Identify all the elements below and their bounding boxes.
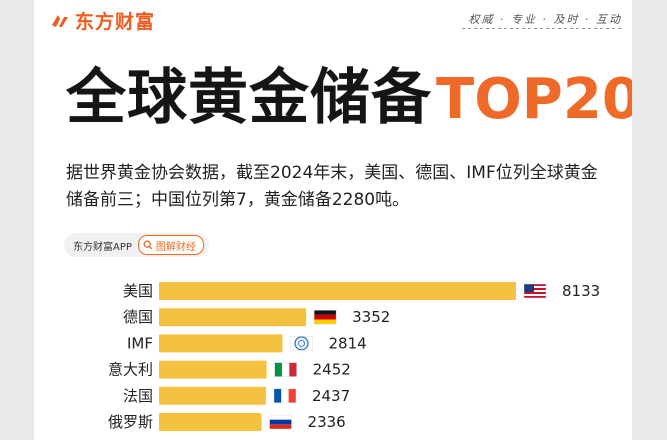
germany-flag-icon	[313, 309, 337, 325]
bar	[159, 360, 267, 379]
infographic-card: 东方财富 权威 · 专业 · 及时 · 互动 全球黄金储备TOP20 据世界黄金…	[34, 0, 632, 440]
slogan-divider	[462, 28, 622, 29]
bar	[159, 308, 307, 327]
title-accent: TOP20	[436, 67, 632, 132]
east-money-logo-icon	[52, 14, 68, 27]
us-flag-icon	[523, 283, 547, 299]
app-label: 东方财富APP	[73, 241, 132, 253]
page-title: 全球黄金储备TOP20	[66, 68, 632, 128]
bar	[159, 282, 516, 300]
bar	[159, 386, 266, 405]
illustrated-finance-label: 图解财经	[155, 241, 196, 253]
france-flag-icon	[273, 388, 297, 404]
category-label: 法国	[123, 387, 153, 405]
right-margin	[632, 0, 667, 440]
category-label: IMF	[127, 334, 153, 352]
bar	[159, 413, 262, 431]
intro-text: 据世界黄金协会数据，截至2024年末，美国、德国、IMF位列全球黄金储备前三；中…	[66, 163, 598, 210]
category-label: 意大利	[108, 361, 153, 379]
imf-logo-icon	[290, 336, 313, 351]
gold-reserve-bar-chart: 美国 8133 德国 3352 IMF 2814 意大利 2452 法国 2437 俄罗斯 2336	[108, 282, 600, 431]
value-label: 2452	[313, 361, 351, 379]
left-margin	[0, 0, 34, 440]
value-label: 8133	[562, 282, 600, 300]
value-label: 2814	[329, 334, 367, 352]
category-label: 俄罗斯	[108, 413, 153, 431]
slogan: 权威 · 专业 · 及时 · 互动	[468, 13, 622, 26]
value-label: 3352	[352, 308, 390, 326]
title-main: 全球黄金储备	[66, 63, 432, 133]
value-label: 2336	[308, 413, 346, 431]
russia-flag-icon	[269, 414, 292, 430]
brand-name: 东方财富	[75, 11, 156, 33]
search-icon	[143, 240, 153, 250]
category-label: 美国	[123, 282, 153, 300]
bar	[159, 334, 283, 353]
app-badge[interactable]: 东方财富APP 图解财经	[64, 233, 209, 257]
brand-logo[interactable]: 东方财富	[50, 7, 155, 34]
italy-flag-icon	[274, 362, 297, 377]
category-label: 德国	[123, 308, 153, 326]
illustrated-finance-button[interactable]: 图解财经	[137, 235, 204, 255]
value-label: 2437	[312, 387, 350, 405]
